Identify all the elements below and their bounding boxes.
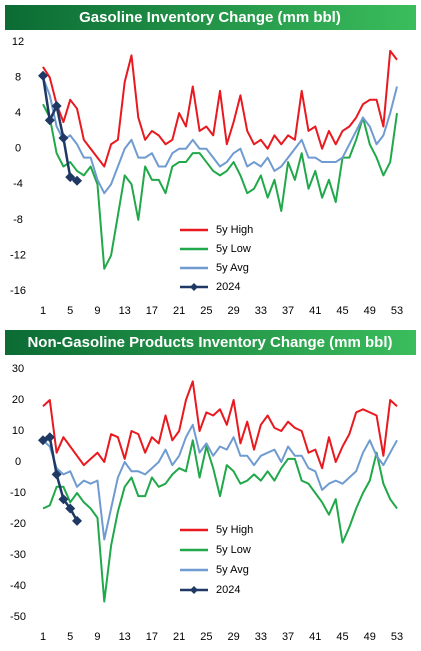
y-tick-label: 8	[15, 71, 21, 83]
series-line	[42, 103, 398, 270]
legend-label: 5y High	[216, 524, 253, 536]
point-marker	[51, 101, 62, 112]
series-line	[42, 77, 398, 195]
series-line	[42, 439, 398, 603]
point-marker	[51, 469, 62, 480]
y-tick-label: -4	[13, 178, 23, 190]
chart-title: Non-Gasoline Products Inventory Change (…	[27, 334, 392, 351]
legend-label: 2024	[216, 281, 240, 293]
x-tick-label: 41	[309, 631, 321, 643]
x-tick-label: 29	[227, 305, 239, 317]
point-marker	[44, 115, 55, 126]
legend-label: 5y Low	[216, 243, 251, 255]
point-marker	[65, 172, 76, 183]
x-tick-label: 49	[364, 305, 376, 317]
point-marker	[38, 70, 48, 81]
y-tick-label: -30	[10, 549, 26, 561]
x-tick-label: 13	[119, 305, 131, 317]
point-marker	[72, 515, 83, 526]
x-tick-label: 49	[364, 631, 376, 643]
y-tick-label: 4	[15, 107, 21, 119]
x-tick-label: 53	[391, 631, 403, 643]
x-tick-label: 9	[94, 305, 100, 317]
y-tick-label: -10	[10, 487, 26, 499]
x-tick-label: 29	[227, 631, 239, 643]
legend-label: 5y High	[216, 224, 253, 236]
legend-marker	[190, 586, 198, 594]
x-tick-label: 25	[200, 305, 212, 317]
y-tick-label: -12	[10, 249, 26, 261]
legend-label: 5y Avg	[216, 262, 249, 274]
point-marker	[44, 432, 55, 443]
x-tick-label: 45	[336, 631, 348, 643]
title-bar	[5, 5, 416, 30]
y-tick-label: 0	[15, 143, 21, 155]
x-tick-label: 1	[40, 305, 46, 317]
y-tick-label: 10	[12, 425, 24, 437]
x-tick-label: 33	[255, 305, 267, 317]
x-tick-label: 17	[146, 631, 158, 643]
point-marker	[65, 503, 76, 514]
x-tick-label: 21	[173, 631, 185, 643]
x-tick-label: 25	[200, 631, 212, 643]
series-line	[42, 380, 398, 470]
y-tick-label: 20	[12, 394, 24, 406]
y-tick-label: -20	[10, 518, 26, 530]
x-tick-label: 45	[336, 305, 348, 317]
series-line	[42, 423, 398, 541]
x-tick-label: 37	[282, 305, 294, 317]
y-tick-label: -8	[13, 214, 23, 226]
x-tick-label: 41	[309, 305, 321, 317]
chart-title: Gasoline Inventory Change (mm bbl)	[79, 9, 341, 26]
y-tick-label: 12	[12, 36, 24, 48]
title-bar	[5, 330, 416, 355]
x-tick-label: 13	[119, 631, 131, 643]
x-tick-label: 17	[146, 305, 158, 317]
y-tick-label: -50	[10, 611, 26, 623]
legend-label: 5y Low	[216, 544, 251, 556]
legend-label: 5y Avg	[216, 564, 249, 576]
legend-marker	[190, 283, 198, 291]
point-marker	[72, 175, 83, 186]
x-tick-label: 5	[67, 305, 73, 317]
x-tick-label: 53	[391, 305, 403, 317]
series-line	[42, 49, 398, 168]
x-tick-label: 37	[282, 631, 294, 643]
y-tick-label: 0	[15, 456, 21, 468]
legend-label: 2024	[216, 584, 240, 596]
point-marker	[58, 133, 69, 144]
y-tick-label: -40	[10, 580, 26, 592]
x-tick-label: 9	[94, 631, 100, 643]
x-tick-label: 5	[67, 631, 73, 643]
y-tick-label: 30	[12, 363, 24, 375]
x-tick-label: 21	[173, 305, 185, 317]
point-marker	[58, 494, 69, 505]
y-tick-label: -16	[10, 285, 26, 297]
x-tick-label: 33	[255, 631, 267, 643]
x-tick-label: 1	[40, 631, 46, 643]
